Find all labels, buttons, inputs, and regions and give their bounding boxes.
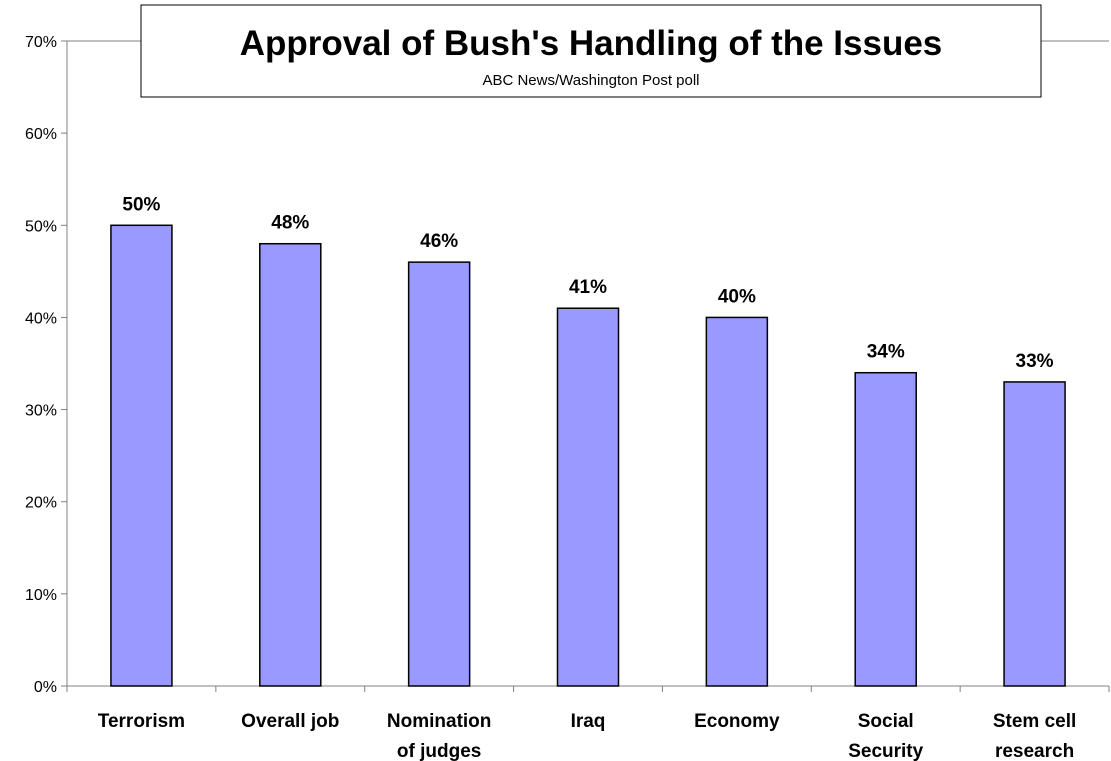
bar <box>556 307 620 687</box>
x-category-label: Overall job <box>241 711 339 732</box>
data-label: 34% <box>867 342 905 363</box>
x-category-label: Social <box>858 711 914 732</box>
x-category-label: Terrorism <box>98 711 185 732</box>
chart-subtitle: ABC News/Washington Post poll <box>482 72 699 89</box>
chart-title-box: Approval of Bush's Handling of the Issue… <box>140 4 1042 98</box>
y-tick-label: 70% <box>25 34 57 51</box>
bar <box>259 242 322 687</box>
chart-title: Approval of Bush's Handling of the Issue… <box>240 24 943 63</box>
data-label: 50% <box>122 194 160 215</box>
y-tick-label: 50% <box>25 218 57 235</box>
bar <box>854 371 917 687</box>
x-category-label: research <box>995 741 1074 761</box>
y-tick-label: 0% <box>34 679 57 696</box>
y-tick-label: 40% <box>25 310 57 327</box>
y-tick-label: 60% <box>25 126 57 143</box>
title-box-frame <box>140 4 1042 98</box>
bar <box>1003 381 1066 687</box>
data-label: 33% <box>1016 351 1054 372</box>
x-category-label: Security <box>848 741 923 761</box>
x-category-label: Economy <box>694 711 780 732</box>
x-category-label: Stem cell <box>993 711 1076 732</box>
x-category-label: Iraq <box>571 711 606 732</box>
data-label: 40% <box>718 286 756 307</box>
y-tick-label: 30% <box>25 403 57 420</box>
bar <box>407 261 471 687</box>
y-tick-label: 10% <box>25 587 57 604</box>
chart-bars <box>110 224 1066 687</box>
x-category-label: Nomination <box>387 711 492 732</box>
data-label: 48% <box>271 213 309 234</box>
bar <box>705 316 769 687</box>
y-tick-label: 20% <box>25 495 57 512</box>
bar <box>110 224 173 687</box>
chart-labels: 50% Terrorism 48% Overall job 46% Nomination o… <box>98 194 1077 761</box>
data-label: 46% <box>420 231 458 252</box>
data-label: 41% <box>569 277 607 298</box>
x-category-label: of judges <box>397 741 481 761</box>
